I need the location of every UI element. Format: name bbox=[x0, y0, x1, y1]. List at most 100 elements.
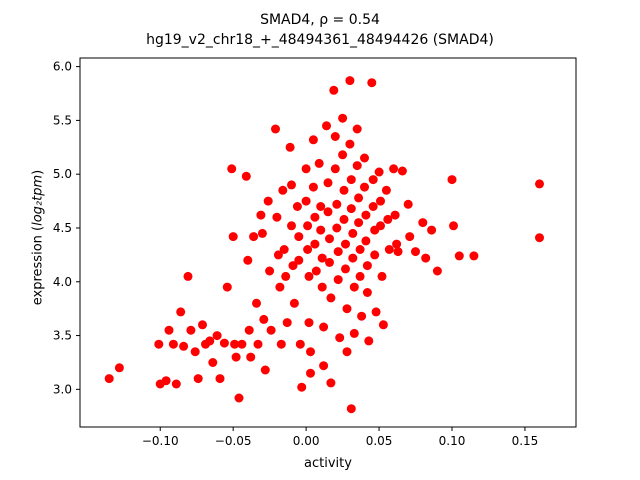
y-axis-label-prefix: expression ( bbox=[30, 225, 46, 306]
scatter-point bbox=[338, 150, 348, 160]
scatter-point bbox=[231, 352, 241, 362]
scatter-point bbox=[341, 264, 350, 274]
y-tick-label: 3.0 bbox=[53, 382, 72, 396]
chart-title-line2: hg19_v2_chr18_+_48494361_48494426 (SMAD4… bbox=[146, 32, 494, 49]
scatter-point bbox=[376, 221, 385, 231]
scatter-point bbox=[308, 182, 318, 192]
x-tick-label: 0.10 bbox=[439, 434, 466, 448]
y-tick-label: 6.0 bbox=[53, 60, 72, 74]
chart-title-line1: SMAD4, ρ = 0.54 bbox=[260, 12, 380, 28]
scatter-point bbox=[325, 257, 334, 267]
scatter-point bbox=[317, 282, 327, 292]
scatter-point bbox=[285, 142, 295, 152]
scatter-point bbox=[362, 288, 372, 297]
y-tick-label: 5.0 bbox=[53, 167, 72, 181]
scatter-point bbox=[295, 339, 305, 349]
scatter-point bbox=[161, 376, 171, 386]
axes-box bbox=[79, 57, 577, 428]
scatter-point bbox=[354, 218, 364, 228]
scatter-point bbox=[287, 180, 296, 190]
scatter-point bbox=[393, 247, 403, 257]
y-axis-label-math: log₂tpm bbox=[30, 174, 46, 226]
scatter-point bbox=[276, 339, 286, 349]
scatter-point bbox=[319, 361, 329, 371]
scatter-point bbox=[253, 339, 263, 349]
x-tick-label: 0.05 bbox=[366, 434, 393, 448]
scatter-point bbox=[244, 325, 254, 335]
chart-title: SMAD4, ρ = 0.54 hg19_v2_chr18_+_48494361… bbox=[0, 10, 640, 51]
scatter-point bbox=[301, 196, 311, 206]
scatter-point bbox=[114, 363, 124, 373]
scatter-point bbox=[294, 232, 304, 242]
scatter-point bbox=[454, 251, 464, 261]
scatter-point bbox=[323, 178, 333, 188]
scatter-point bbox=[362, 261, 372, 271]
scatter-point bbox=[246, 352, 256, 362]
scatter-point bbox=[179, 341, 189, 351]
scatter-point bbox=[332, 199, 342, 209]
scatter-point bbox=[308, 135, 318, 145]
scatter-point bbox=[348, 253, 358, 263]
scatter-point bbox=[256, 210, 266, 220]
y-tick-label: 5.5 bbox=[53, 113, 72, 127]
scatter-point bbox=[346, 404, 356, 414]
y-axis-label: expression (log₂tpm) bbox=[31, 138, 46, 338]
scatter-point bbox=[304, 318, 314, 328]
scatter-point bbox=[360, 182, 369, 192]
scatter-point bbox=[346, 175, 356, 185]
scatter-point bbox=[303, 221, 313, 231]
scatter-points bbox=[104, 76, 544, 414]
scatter-point bbox=[281, 271, 291, 281]
scatter-point bbox=[376, 196, 385, 206]
scatter-point bbox=[333, 275, 343, 285]
scatter-point bbox=[275, 282, 285, 292]
scatter-point bbox=[215, 374, 225, 384]
scatter-point bbox=[342, 347, 352, 357]
scatter-point bbox=[338, 113, 348, 123]
scatter-point bbox=[364, 336, 374, 346]
scatter-point bbox=[339, 214, 349, 224]
scatter-point bbox=[469, 251, 479, 261]
scatter-point bbox=[332, 223, 342, 233]
scatter-point bbox=[330, 164, 340, 174]
scatter-point bbox=[297, 382, 307, 392]
scatter-point bbox=[355, 245, 365, 254]
y-tick-label: 3.5 bbox=[53, 329, 72, 343]
scatter-point bbox=[186, 325, 196, 335]
scatter-point bbox=[368, 202, 378, 211]
scatter-point bbox=[265, 266, 275, 276]
scatter-point bbox=[405, 232, 415, 242]
scatter-point bbox=[427, 225, 437, 235]
scatter-point bbox=[348, 228, 358, 238]
scatter-point bbox=[418, 218, 428, 228]
scatter-point bbox=[252, 298, 261, 308]
scatter-point bbox=[259, 314, 269, 324]
x-tick-label: 0.15 bbox=[512, 434, 539, 448]
scatter-point bbox=[354, 193, 364, 203]
scatter-point bbox=[374, 167, 384, 177]
scatter-point bbox=[371, 307, 381, 317]
scatter-point bbox=[326, 378, 336, 388]
scatter-point bbox=[266, 325, 276, 335]
scatter-point bbox=[317, 253, 327, 263]
scatter-point bbox=[411, 247, 420, 257]
scatter-point bbox=[352, 124, 362, 134]
scatter-point bbox=[176, 307, 186, 317]
y-tick-label: 4.5 bbox=[53, 221, 72, 235]
scatter-point bbox=[361, 210, 371, 220]
axis-ticks: −0.10 −0.05 0.00 0.05 0.10 0.15 3.0 3.5 4.0 4.5 5.… bbox=[53, 60, 538, 448]
scatter-point bbox=[303, 245, 313, 254]
scatter-point bbox=[273, 250, 283, 260]
scatter-point bbox=[323, 207, 333, 217]
x-tick-label: −0.10 bbox=[142, 434, 179, 448]
scatter-point bbox=[272, 212, 282, 222]
scatter-point bbox=[164, 325, 174, 335]
scatter-point bbox=[403, 199, 413, 209]
scatter-point bbox=[306, 368, 315, 378]
scatter-point bbox=[329, 85, 339, 95]
x-tick-label: −0.05 bbox=[215, 434, 252, 448]
scatter-point bbox=[352, 161, 362, 171]
scatter-point bbox=[289, 298, 299, 308]
scatter-point bbox=[339, 185, 349, 195]
